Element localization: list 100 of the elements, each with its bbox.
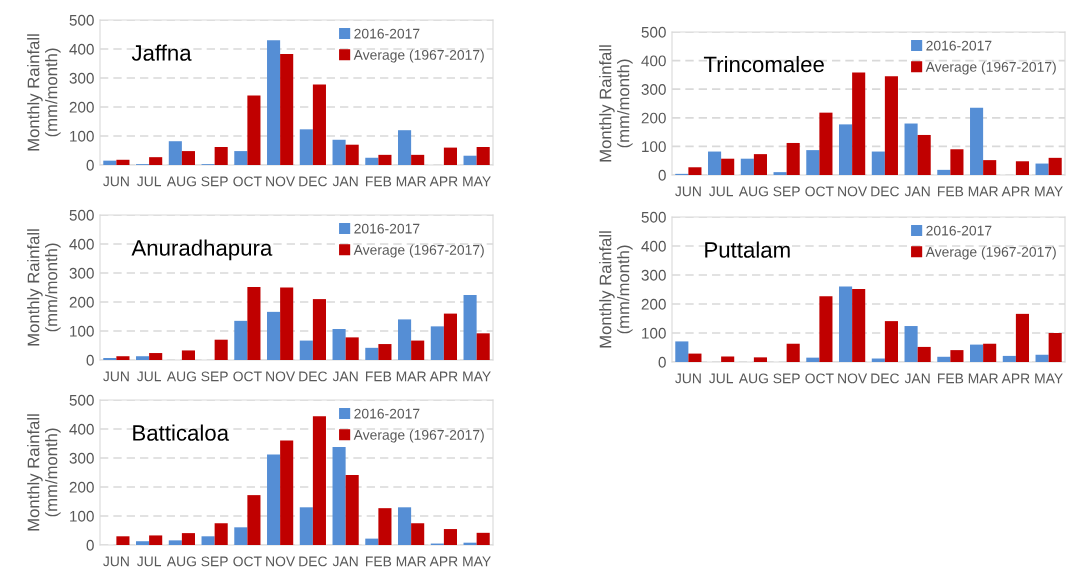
bar	[443, 529, 457, 545]
legend-label: 2016-2017	[354, 223, 420, 234]
bar	[247, 286, 261, 360]
y-tick-label: 300	[69, 452, 94, 464]
y-tick-label: 200	[69, 296, 94, 308]
bar	[443, 313, 457, 360]
x-tick-label: MAR	[968, 186, 998, 197]
x-tick-label: MAR	[968, 373, 998, 384]
bar	[839, 124, 853, 175]
x-tick-label: APR	[429, 176, 458, 187]
bar	[103, 357, 117, 360]
bar	[476, 333, 490, 360]
bar	[708, 151, 722, 175]
bar	[116, 159, 130, 165]
x-tick-label: JUL	[136, 176, 162, 187]
bar	[280, 440, 294, 545]
x-tick-label: FEB	[938, 186, 964, 197]
legend-label: 2016-2017	[926, 40, 992, 51]
y-tick-label: 100	[642, 141, 666, 153]
bar	[378, 344, 392, 360]
legend-label: Average (1967-2017)	[925, 246, 1056, 260]
bar	[214, 147, 228, 165]
y-axis-title: Monthly Rainfall (mm/month)	[599, 45, 633, 162]
legend-label: Average (1967-2017)	[353, 49, 484, 63]
bar	[181, 350, 195, 360]
y-tick-label: 100	[70, 325, 94, 337]
y-tick-label: 500	[69, 14, 94, 26]
bar	[378, 508, 392, 545]
y-tick-label: 0	[86, 159, 94, 171]
x-tick-label: JUL	[136, 371, 162, 382]
x-tick-label: FEB	[366, 176, 392, 187]
bar	[1048, 333, 1062, 362]
x-tick-label: APR	[1001, 373, 1030, 384]
y-tick-label: 500	[69, 394, 94, 406]
bar	[332, 328, 346, 360]
bar	[917, 134, 931, 175]
x-tick-label: DEC	[871, 186, 900, 197]
x-tick-label: JAN	[904, 373, 930, 384]
y-tick-label: 500	[69, 209, 94, 221]
y-tick-label: 100	[70, 130, 94, 142]
x-tick-label: APR	[429, 371, 458, 382]
legend-label: 2016-2017	[354, 408, 420, 419]
bar	[411, 154, 425, 165]
text: Jaffna	[131, 44, 192, 61]
bar	[103, 160, 117, 165]
bar	[950, 350, 964, 362]
y-tick-label: 0	[86, 354, 94, 366]
x-tick-label: DEC	[299, 371, 328, 382]
bar	[740, 158, 754, 175]
x-tick-label: JAN	[332, 176, 358, 187]
text: Anuradhapura	[131, 239, 273, 261]
bar	[970, 344, 984, 362]
x-tick-label: JUN	[103, 176, 129, 187]
bar	[806, 150, 820, 175]
bar	[365, 347, 379, 360]
bar	[937, 356, 951, 362]
bar	[852, 288, 866, 362]
bar	[819, 296, 833, 362]
bar	[398, 507, 412, 545]
y-tick-label: 300	[641, 269, 666, 281]
bar	[214, 523, 228, 545]
y-tick-label: 400	[69, 423, 94, 435]
legend-label: Average (1967-2017)	[925, 61, 1056, 75]
x-tick-label: JAN	[332, 556, 358, 567]
x-tick-label: OCT	[233, 556, 262, 567]
x-tick-label: JUN	[103, 556, 129, 567]
bar	[463, 155, 477, 165]
x-tick-label: JUN	[675, 373, 701, 384]
y-tick-label: 300	[641, 84, 666, 95]
x-tick-label: JUL	[708, 373, 734, 384]
y-tick-label: 400	[69, 238, 94, 250]
bar	[116, 536, 130, 545]
x-tick-label: NOV	[266, 556, 296, 567]
bar	[299, 507, 313, 545]
bar	[267, 311, 281, 360]
bar	[247, 95, 261, 165]
y-axis-title: Monthly Rainfall (mm/month)	[27, 34, 61, 151]
legend-label: 2016-2017	[354, 28, 420, 39]
x-tick-label: DEC	[299, 176, 328, 187]
y-tick-label: 200	[69, 481, 94, 493]
bar	[983, 160, 997, 175]
bar	[476, 532, 490, 545]
y-tick-label: 100	[70, 510, 94, 522]
bar	[904, 326, 918, 362]
x-tick-label: AUG	[166, 371, 196, 382]
y-tick-label: 400	[641, 240, 666, 252]
bar	[181, 151, 195, 165]
y-tick-label: 200	[69, 101, 94, 113]
x-tick-label: OCT	[233, 176, 262, 187]
bar	[149, 157, 163, 165]
y-tick-label: 400	[641, 55, 666, 67]
bar	[312, 299, 326, 360]
bar	[1048, 157, 1062, 175]
bar	[852, 72, 866, 175]
y-tick-label: 400	[69, 43, 94, 55]
x-tick-label: SEP	[201, 371, 228, 382]
bar	[1015, 161, 1029, 175]
bar	[312, 416, 326, 545]
bar	[983, 343, 997, 362]
bar	[136, 541, 150, 545]
